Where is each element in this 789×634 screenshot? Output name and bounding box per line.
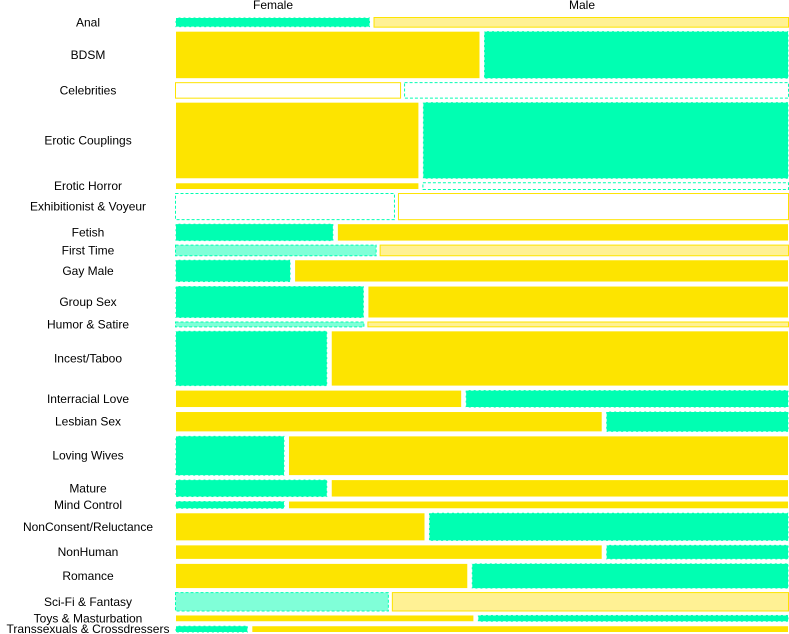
category-label-erotic-couplings: Erotic Couplings [44,133,131,147]
tile-female-lesbian-sex [175,411,603,433]
tile-female-bdsm [175,30,481,80]
tile-female-nonconsent-reluctance [175,512,426,542]
tile-female-mature [175,479,328,498]
tile-female-interracial-love [175,389,463,409]
tile-female-nonhuman [175,544,603,560]
category-label-mature: Mature [69,481,107,495]
tile-male-transsexuals-crossdressers [251,625,789,634]
tile-male-first-time [379,244,789,257]
tile-male-humor-satire [367,321,789,328]
category-label-celebrities: Celebrities [60,83,117,97]
tile-male-erotic-horror [422,182,789,191]
category-label-mind-control: Mind Control [54,498,122,512]
tile-female-romance [175,562,469,590]
tile-female-transsexuals-crossdressers [175,625,249,634]
tile-female-gay-male [175,259,292,283]
category-label-erotic-horror: Erotic Horror [54,179,122,193]
category-label-fetish: Fetish [72,225,105,239]
category-label-romance: Romance [62,569,114,583]
tile-female-first-time [175,244,377,257]
category-label-interracial-love: Interracial Love [47,392,129,406]
category-label-sci-fi-fantasy: Sci-Fi & Fantasy [44,595,132,609]
mosaic-tiles [175,17,789,634]
tile-male-loving-wives [287,435,789,477]
tile-female-anal [175,17,371,28]
tile-male-celebrities [404,82,789,99]
tile-male-interracial-love [465,389,789,409]
category-label-loving-wives: Loving Wives [52,449,123,463]
tile-female-fetish [175,223,334,242]
category-label-transsexuals-crossdressers: Transsexuals & Crossdressers [7,622,170,634]
category-label-exhibitionist-voyeur: Exhibitionist & Voyeur [30,200,146,214]
tile-female-erotic-horror [175,182,420,191]
tile-male-nonhuman [605,544,789,560]
category-label-humor-satire: Humor & Satire [47,317,129,331]
column-label-male: Male [569,0,595,12]
category-label-gay-male: Gay Male [62,264,114,278]
tile-male-group-sex [367,285,789,319]
tile-male-toys-masturbation [477,614,789,623]
category-label-nonconsent-reluctance: NonConsent/Reluctance [23,520,153,534]
category-label-anal: Anal [76,15,100,29]
tile-male-romance [471,562,789,590]
category-labels: Anal BDSM Celebrities Erotic Couplings Eroti… [7,15,170,634]
category-label-bdsm: BDSM [71,48,106,62]
tile-female-exhibitionist-voyeur [175,193,395,221]
tile-male-sci-fi-fantasy [391,592,789,612]
tile-female-sci-fi-fantasy [175,592,389,612]
tile-male-gay-male [294,259,789,283]
tile-male-mind-control [287,500,789,510]
tile-male-bdsm [483,30,789,80]
category-label-nonhuman: NonHuman [58,545,119,559]
column-label-female: Female [253,0,293,12]
tile-male-erotic-couplings [422,101,789,180]
category-label-toys-masturbation: Toys & Masturbation [34,611,143,625]
tile-male-incest-taboo [330,330,789,387]
tile-male-anal [373,17,789,28]
column-labels: Female Male [253,0,595,12]
tile-male-exhibitionist-voyeur [397,193,789,221]
category-label-lesbian-sex: Lesbian Sex [55,415,121,429]
category-label-group-sex: Group Sex [59,295,116,309]
tile-male-fetish [336,223,789,242]
tile-male-nonconsent-reluctance [428,512,789,542]
category-label-incest-taboo: Incest/Taboo [54,351,122,365]
tile-female-incest-taboo [175,330,328,387]
tile-female-erotic-couplings [175,101,420,180]
tile-female-loving-wives [175,435,285,477]
tile-female-mind-control [175,500,285,510]
tile-female-group-sex [175,285,365,319]
category-label-first-time: First Time [62,243,115,257]
tile-female-humor-satire [175,321,365,328]
tile-female-celebrities [175,82,402,99]
tile-male-mature [330,479,789,498]
tile-female-toys-masturbation [175,614,475,623]
tile-male-lesbian-sex [605,411,789,433]
